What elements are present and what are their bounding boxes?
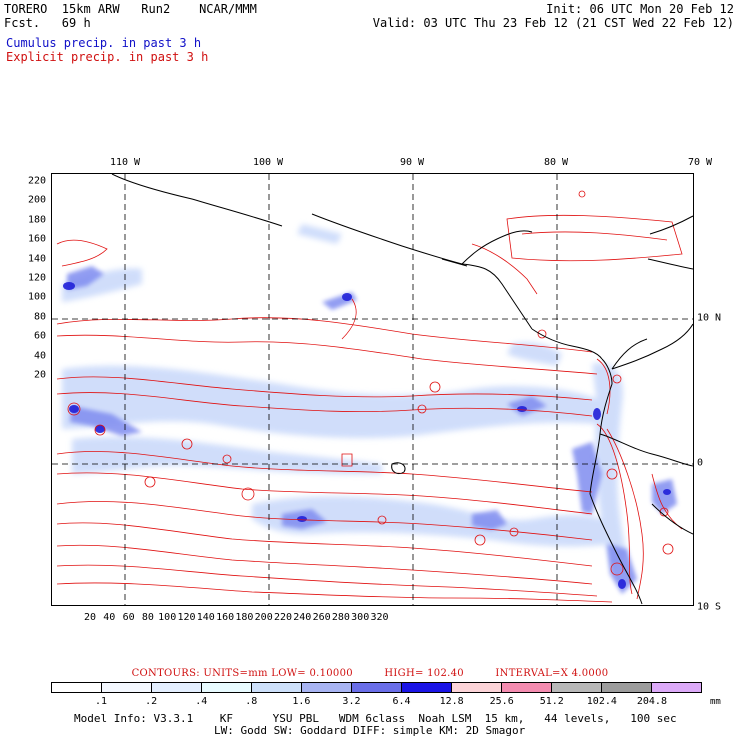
contour-interval: INTERVAL=X 4.0000 <box>495 668 609 679</box>
model-title: TORERO 15km ARW Run2 NCAR/MMM <box>4 2 257 16</box>
lon-label-90w: 90 W <box>399 157 425 168</box>
precip-map <box>51 173 694 606</box>
colorbar-label: 12.8 <box>439 696 464 707</box>
x-tick-label: 300 <box>351 612 370 623</box>
x-tick-label: 220 <box>273 612 293 623</box>
lon-label-70w: 70 W <box>687 157 713 168</box>
colorbar-segment <box>552 683 602 692</box>
x-tick-label: 60 <box>122 612 135 623</box>
y-tick-label: 200 <box>27 194 46 206</box>
init-time: Init: 06 UTC Mon 20 Feb 12 <box>546 2 734 16</box>
physics-info: LW: Godd SW: Goddard DIFF: simple KM: 2D… <box>214 724 526 737</box>
y-tick-label: 120 <box>27 272 46 284</box>
x-tick-label: 200 <box>254 612 273 623</box>
colorbar-label: 51.2 <box>539 696 564 707</box>
model-info: Model Info: V3.3.1 KF YSU PBL WDM 6class… <box>74 712 677 725</box>
forecast-hour: Fcst. 69 h <box>4 16 91 30</box>
x-tick-label: 20 <box>83 612 97 623</box>
colorbar-segment <box>602 683 652 692</box>
colorbar-label: .4 <box>195 696 208 707</box>
colorbar-segment <box>202 683 252 692</box>
colorbar-segment <box>252 683 302 692</box>
y-tick-label: 60 <box>33 330 46 342</box>
colorbar-segment <box>152 683 202 692</box>
colorbar-label: 25.6 <box>489 696 514 707</box>
colorbar-label: 3.2 <box>342 696 361 707</box>
colorbar-label: 102.4 <box>586 696 617 707</box>
colorbar-label: .8 <box>245 696 258 707</box>
contour-info: CONTOURS: UNITS=mm LOW= 0.10000 HIGH= 10… <box>0 668 740 679</box>
y-tick-label: 180 <box>27 214 46 226</box>
legend-explicit: Explicit precip. in past 3 h <box>6 50 209 64</box>
lon-label-110w: 110 W <box>109 157 141 168</box>
colorbar-segment <box>302 683 352 692</box>
colorbar-segment <box>402 683 452 692</box>
x-tick-label: 140 <box>196 612 215 623</box>
lat-label-0: 0 <box>697 457 704 469</box>
lon-label-80w: 80 W <box>543 157 569 168</box>
x-tick-label: 180 <box>235 612 254 623</box>
x-tick-label: 80 <box>141 612 154 623</box>
colorbar-label: .2 <box>145 696 158 707</box>
x-tick-label: 160 <box>216 612 235 623</box>
y-tick-label: 40 <box>33 350 46 362</box>
colorbar-segment <box>352 683 402 692</box>
legend-cumulus: Cumulus precip. in past 3 h <box>6 36 202 50</box>
colorbar <box>51 682 702 693</box>
x-tick-label: 100 <box>158 612 177 623</box>
colorbar-label: 6.4 <box>392 696 411 707</box>
x-tick-label: 280 <box>331 612 350 623</box>
colorbar-label: .1 <box>95 696 108 707</box>
lon-label-100w: 100 W <box>252 157 284 168</box>
lat-lon-grid <box>52 174 693 605</box>
y-tick-label: 80 <box>33 311 46 323</box>
cumulus-heavy-cores <box>63 282 671 589</box>
colorbar-segment <box>452 683 502 692</box>
colorbar-segment <box>52 683 102 692</box>
cumulus-light-band <box>62 224 627 569</box>
colorbar-unit: mm <box>710 697 721 707</box>
y-tick-label: 100 <box>27 291 46 303</box>
map-svg <box>52 173 694 605</box>
coastlines <box>111 173 694 605</box>
x-tick-label: 320 <box>370 612 389 623</box>
valid-time: Valid: 03 UTC Thu 23 Feb 12 (21 CST Wed … <box>372 16 734 30</box>
y-tick-label: 20 <box>33 369 46 381</box>
lat-label-10s: 10 S <box>697 601 722 613</box>
x-tick-label: 40 <box>103 612 116 623</box>
colorbar-segment <box>102 683 152 692</box>
y-tick-label: 140 <box>27 253 46 265</box>
colorbar-segment <box>502 683 552 692</box>
x-tick-label: 120 <box>177 612 196 623</box>
colorbar-label: 1.6 <box>292 696 311 707</box>
contour-high: HIGH= 102.40 <box>384 668 464 679</box>
x-tick-label: 260 <box>312 612 331 623</box>
colorbar-segment <box>652 683 701 692</box>
lat-label-10n: 10 N <box>697 312 722 324</box>
colorbar-label: 204.8 <box>636 696 667 707</box>
y-tick-label: 220 <box>27 175 46 187</box>
y-tick-label: 160 <box>27 233 46 245</box>
contour-units: CONTOURS: UNITS=mm LOW= 0.10000 <box>131 668 353 679</box>
x-tick-label: 240 <box>293 612 312 623</box>
